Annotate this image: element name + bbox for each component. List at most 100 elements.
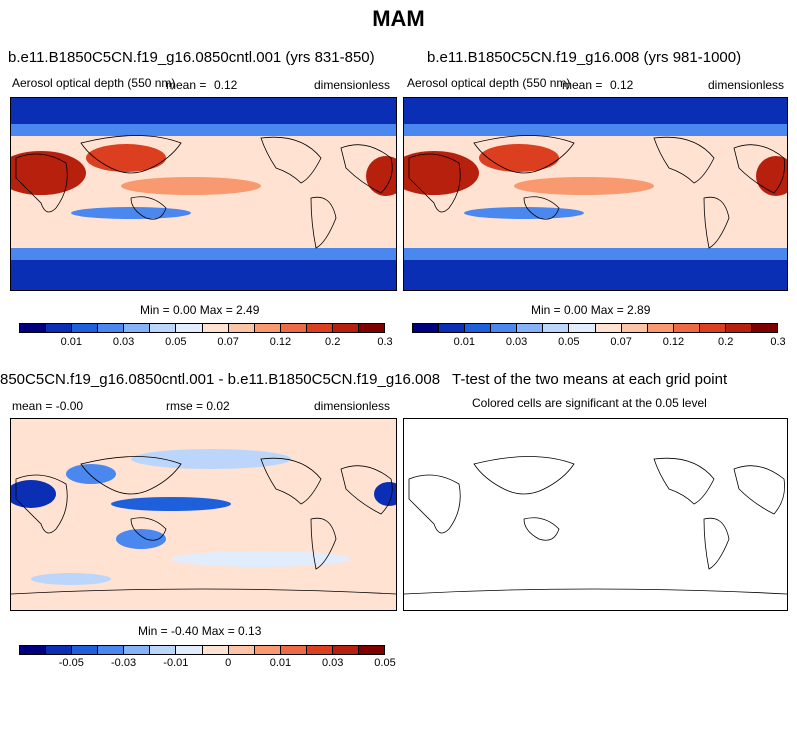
panel2-map-svg: [404, 98, 787, 290]
colorbar-cell: [150, 324, 177, 332]
panel1-mean-label: mean =: [166, 78, 207, 92]
colorbar-cell: [725, 324, 753, 332]
panel2-mean-label: mean =: [562, 78, 603, 92]
panel1-colorbar: [19, 323, 385, 333]
panel2-colorbar: [412, 323, 778, 333]
panel1-map-svg: [11, 98, 396, 290]
sahara-dust: [11, 151, 86, 195]
panel2-map: [403, 97, 788, 291]
south-midlat-band: [11, 248, 396, 260]
arctic-band: [11, 98, 396, 124]
north-midlat-band: [404, 124, 787, 136]
colorbar-cell: [699, 324, 726, 332]
colorbar-tick-label: 0.2: [325, 336, 341, 348]
coastlines: [15, 135, 393, 249]
panel3-colorbar-labels: -0.05 -0.03 -0.01 0 0.01 0.03 0.05: [19, 657, 396, 671]
colorbar-cell: [595, 324, 622, 332]
colorbar-cell: [254, 324, 281, 332]
colorbar-cell: [306, 646, 333, 654]
colorbar-cell: [359, 324, 385, 332]
diff-neg-south: [116, 529, 166, 549]
colorbar-cell: [439, 324, 466, 332]
colorbar-cell: [491, 324, 518, 332]
panel2-units: dimensionless: [708, 78, 785, 92]
diff-neg-west: [11, 480, 56, 508]
colorbar-cell: [228, 646, 255, 654]
colorbar-cell: [46, 324, 73, 332]
colorbar-cell: [280, 646, 307, 654]
colorbar-tick-label: 0.07: [610, 336, 632, 348]
colorbar-tick-label: 0.05: [558, 336, 580, 348]
colorbar-tick-label: 0.3: [377, 336, 393, 348]
colorbar-tick-label: 0.05: [165, 336, 187, 348]
colorbar-cell: [202, 324, 229, 332]
colorbar-cell: [176, 324, 203, 332]
panel4-subtitle: Colored cells are significant at the 0.0…: [472, 396, 707, 410]
pacific-band: [121, 177, 261, 195]
arctic-band: [404, 98, 787, 124]
panel1-variable: Aerosol optical depth (550 nm): [12, 76, 176, 90]
colorbar-cell: [621, 324, 648, 332]
colorbar-cell: [124, 324, 151, 332]
pacific-band: [514, 177, 654, 195]
colorbar-cell: [202, 646, 229, 654]
colorbar-tick-label: 0.03: [321, 657, 344, 669]
panel1-case-title: b.e11.B1850C5CN.f19_g16.0850cntl.001 (yr…: [8, 49, 375, 66]
coastlines: [408, 135, 785, 249]
coastlines: [404, 456, 787, 595]
colorbar-cell: [332, 646, 360, 654]
panel2-case-title: b.e11.B1850C5CN.f19_g16.008 (yrs 981-100…: [427, 49, 742, 66]
colorbar-cell: [543, 324, 570, 332]
diff-light-north: [131, 449, 291, 469]
map-blank-field: [404, 419, 787, 610]
colorbar-cell: [332, 324, 360, 332]
colorbar-tick-label: 0.12: [269, 336, 292, 348]
colorbar-cell: [20, 646, 47, 654]
colorbar-tick-label: 0.01: [269, 657, 292, 669]
panel4-map-svg: [404, 419, 787, 610]
north-midlat-band: [11, 124, 396, 136]
colorbar-cell: [176, 646, 203, 654]
colorbar-tick-label: 0.01: [60, 336, 82, 348]
south-midlat-band: [404, 248, 787, 260]
colorbar-tick-label: 0.07: [217, 336, 239, 348]
colorbar-tick-label: 0.3: [770, 336, 786, 348]
colorbar-cell: [465, 324, 492, 332]
colorbar-cell: [46, 646, 73, 654]
south-tropics-low: [464, 207, 584, 219]
coastlines: [11, 456, 396, 595]
panel4-map: [403, 418, 788, 611]
panel1-map: [10, 97, 397, 291]
colorbar-cell: [359, 646, 385, 654]
colorbar-tick-label: -0.05: [58, 657, 84, 669]
asia-dust: [479, 144, 559, 172]
sahara-dust-east: [366, 156, 396, 196]
colorbar-tick-label: 0.03: [505, 336, 528, 348]
panel1-units: dimensionless: [314, 78, 391, 92]
colorbar-cell: [20, 324, 47, 332]
panel3-units: dimensionless: [314, 399, 391, 413]
panel3-min-max: Min = -0.40 Max = 0.13: [138, 624, 262, 638]
panel2-mean-value: 0.12: [610, 78, 634, 92]
colorbar-cell: [413, 324, 440, 332]
colorbar-cell: [98, 324, 125, 332]
asia-dust: [86, 144, 166, 172]
panel3-colorbar: [19, 645, 385, 655]
antarctic-band: [11, 258, 396, 290]
panel2-variable: Aerosol optical depth (550 nm): [407, 76, 571, 90]
panel1-min-max: Min = 0.00 Max = 2.49: [140, 303, 260, 317]
colorbar-cell: [306, 324, 333, 332]
sahara-dust: [404, 151, 479, 195]
colorbar-tick-label: -0.03: [111, 657, 137, 669]
colorbar-tick-label: 0.2: [718, 336, 734, 348]
colorbar-cell: [72, 646, 99, 654]
diff-light-sw: [31, 573, 111, 585]
colorbar-cell: [72, 324, 99, 332]
colorbar-tick-label: 0.03: [112, 336, 135, 348]
panel3-rmse: rmse = 0.02: [166, 399, 230, 413]
panel2-min-max: Min = 0.00 Max = 2.89: [531, 303, 651, 317]
colorbar-tick-label: -0.01: [163, 657, 189, 669]
diff-neg-asia: [66, 464, 116, 484]
colorbar-cell: [647, 324, 674, 332]
colorbar-cell: [150, 646, 177, 654]
